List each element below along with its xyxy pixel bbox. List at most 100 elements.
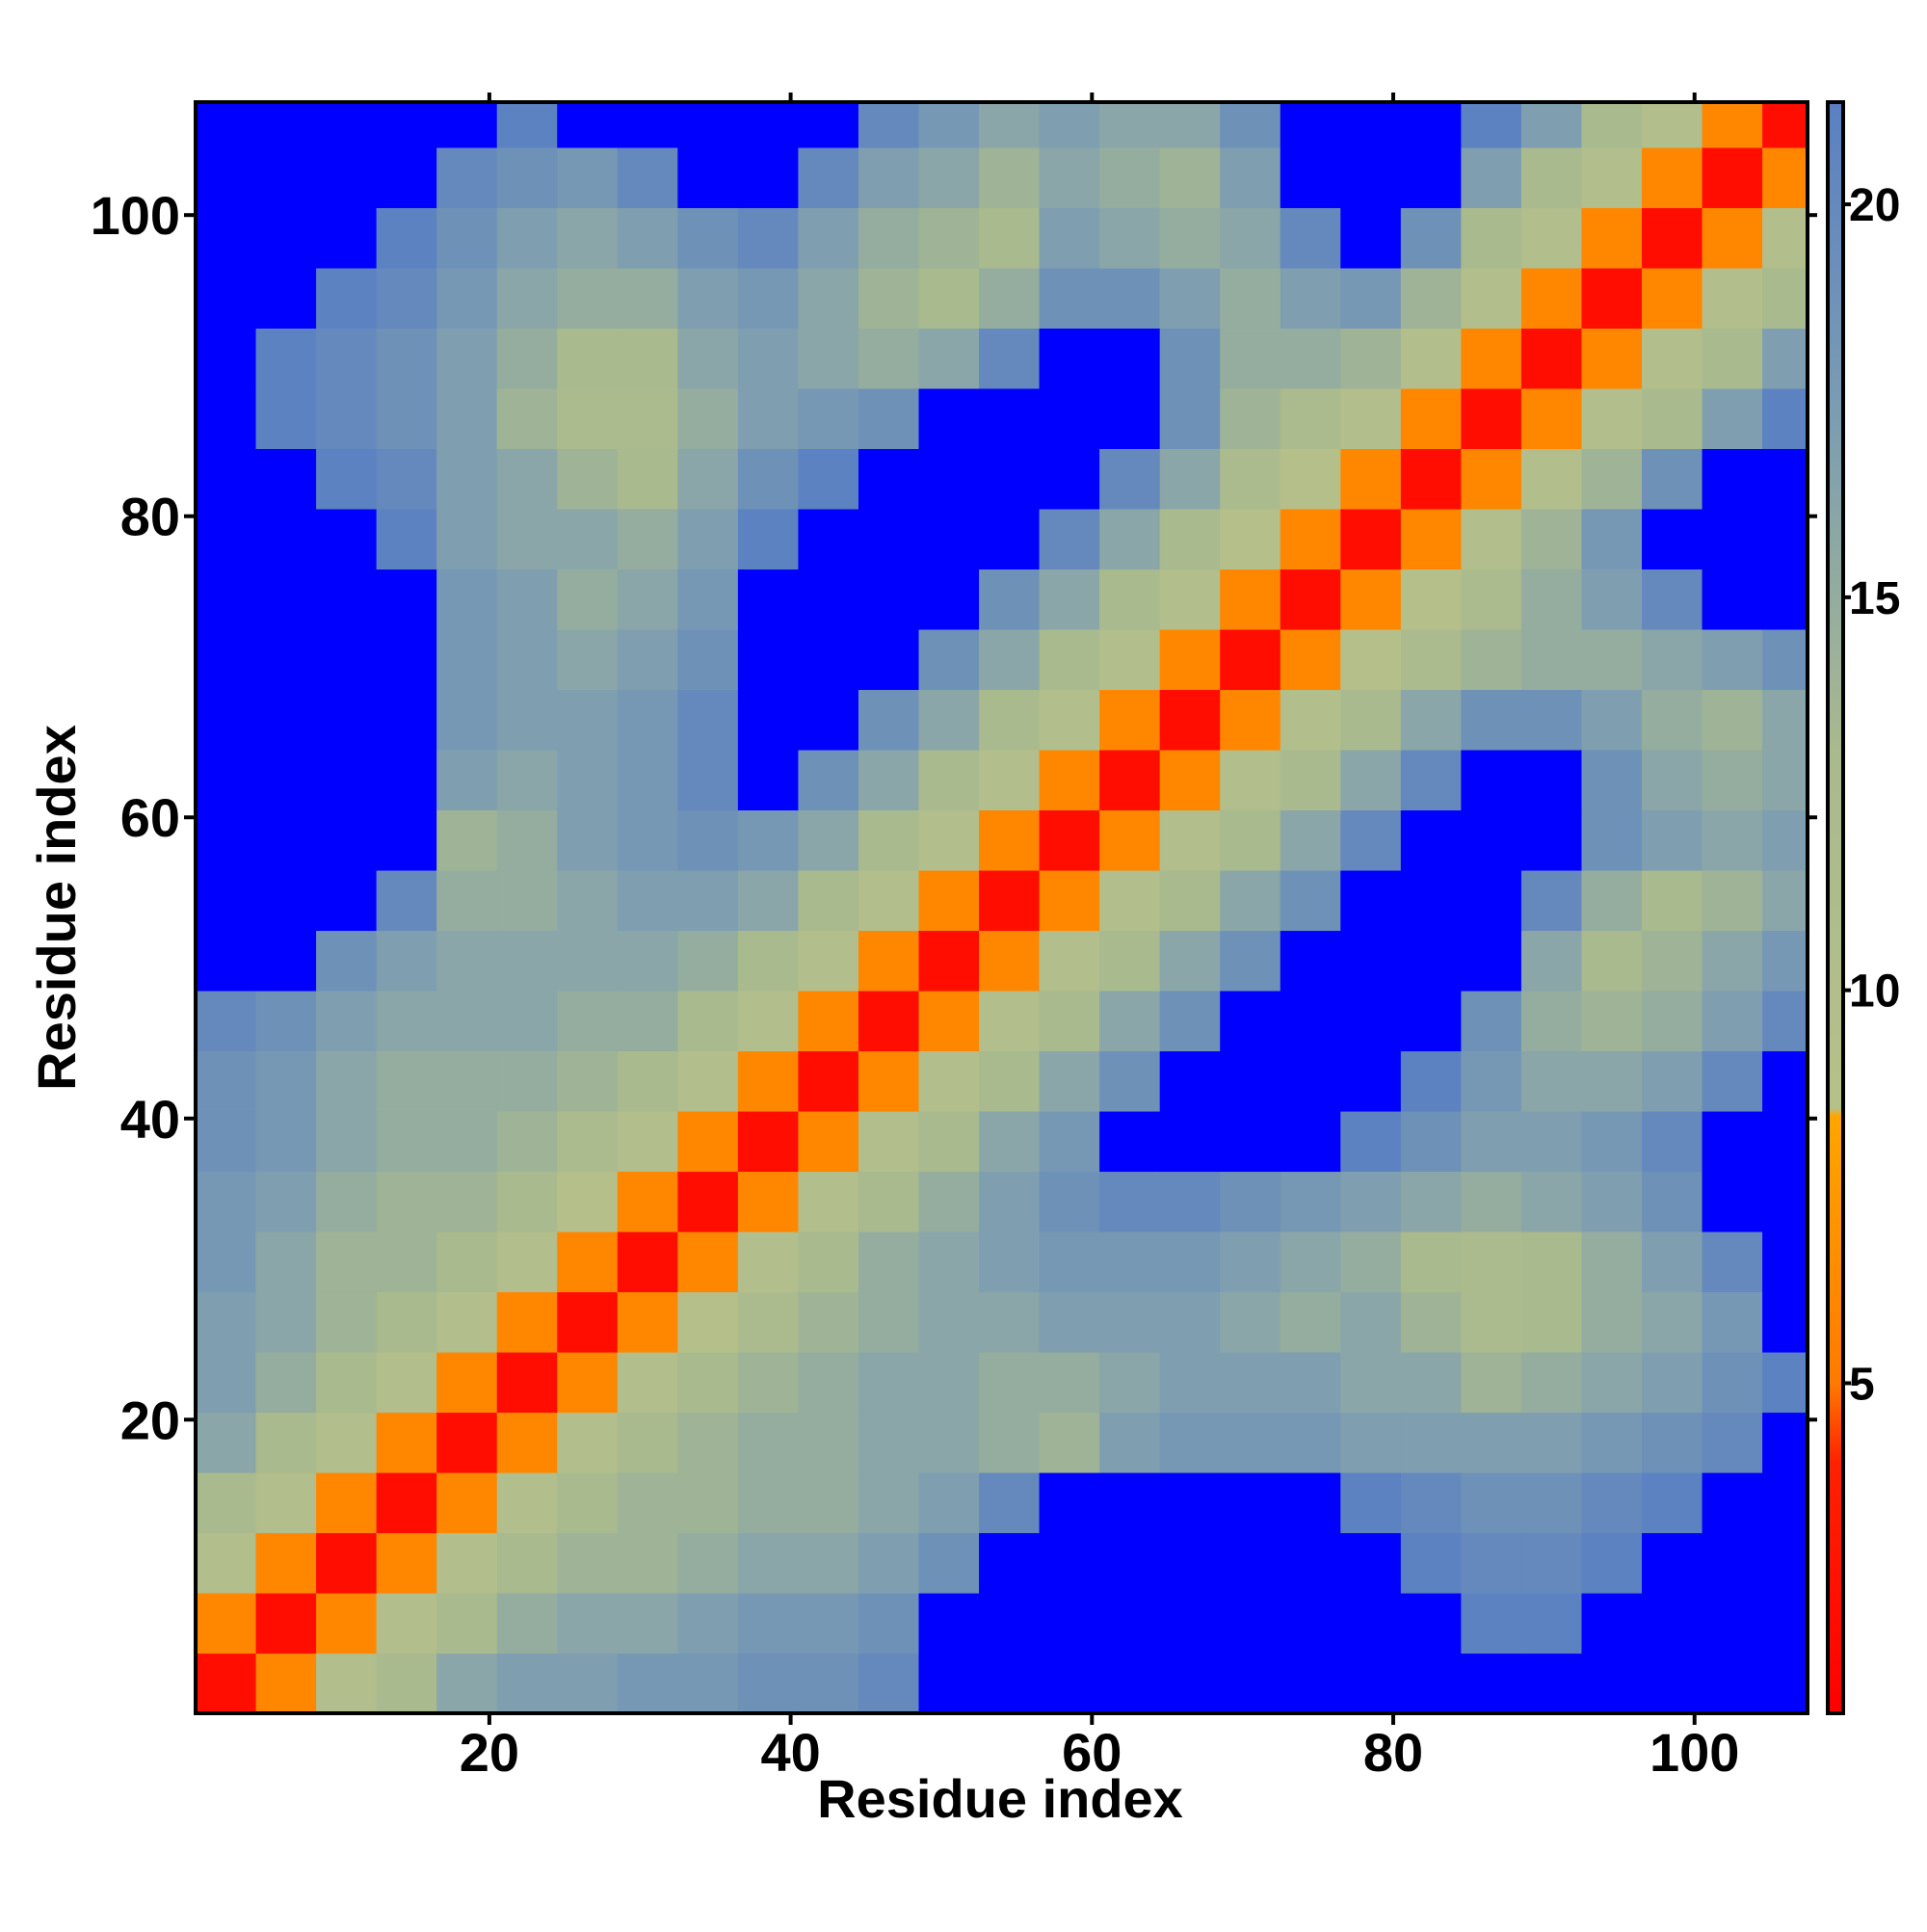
heatmap-cell	[979, 267, 1041, 329]
heatmap-cell	[316, 1653, 378, 1713]
heatmap-cell	[1461, 1050, 1522, 1112]
heatmap-cell	[677, 448, 739, 510]
heatmap-cell	[677, 328, 739, 389]
heatmap-cell	[979, 1110, 1041, 1173]
heatmap-cell	[316, 1231, 378, 1293]
heatmap-cell	[1099, 1412, 1161, 1473]
heatmap-cell	[316, 930, 378, 992]
heatmap-cell	[1039, 689, 1100, 751]
heatmap-cell	[1702, 102, 1763, 148]
heatmap-cell	[677, 1050, 739, 1112]
heatmap-cell	[858, 328, 920, 389]
heatmap-cell	[1581, 869, 1643, 932]
heatmap-cell	[1762, 1412, 1808, 1473]
heatmap-cell	[1220, 1110, 1281, 1173]
heatmap-cell	[557, 1050, 619, 1112]
heatmap-cell	[1762, 749, 1808, 811]
heatmap-cell	[1099, 1050, 1161, 1112]
heatmap-cell	[496, 1110, 558, 1173]
heatmap-cell	[436, 102, 498, 148]
heatmap-cell	[979, 1231, 1041, 1293]
heatmap-cell	[1340, 1351, 1402, 1414]
heatmap-cell	[376, 1471, 437, 1534]
heatmap-cell	[1280, 1291, 1341, 1353]
heatmap-cell	[496, 146, 558, 208]
heatmap-cell	[1099, 569, 1161, 630]
heatmap-cell	[1581, 328, 1643, 389]
heatmap-cell	[1520, 749, 1583, 811]
heatmap-cell	[979, 809, 1041, 871]
heatmap-cell	[1762, 1592, 1808, 1654]
heatmap-cell	[255, 749, 317, 811]
heatmap-cell	[255, 628, 317, 691]
heatmap-cell	[1340, 448, 1402, 510]
heatmap-cell	[557, 387, 619, 450]
heatmap-cell	[436, 267, 498, 329]
heatmap-cell	[798, 1592, 859, 1654]
heatmap-cell	[1461, 689, 1522, 751]
heatmap-cell	[436, 1532, 498, 1594]
heatmap-cell	[1581, 1532, 1643, 1594]
heatmap-cell	[1581, 1291, 1643, 1353]
heatmap-cell	[979, 990, 1041, 1052]
heatmap-cell	[979, 146, 1041, 208]
heatmap-cell	[1520, 1412, 1583, 1473]
heatmap-cell	[436, 448, 498, 510]
heatmap-cell	[1400, 1351, 1462, 1414]
heatmap-cell	[677, 869, 739, 932]
heatmap-cell	[376, 1110, 437, 1173]
heatmap-cell	[1220, 1171, 1281, 1232]
heatmap-cell	[1702, 569, 1763, 630]
heatmap-cell	[918, 102, 980, 148]
heatmap-cell	[255, 1110, 317, 1173]
heatmap-cell	[496, 1471, 558, 1534]
heatmap-cell	[1099, 207, 1161, 269]
heatmap-cell	[1280, 1532, 1341, 1594]
heatmap-cell	[677, 508, 739, 570]
heatmap-cell	[1762, 1351, 1808, 1414]
heatmap-cell	[1400, 146, 1462, 208]
heatmap-cell	[376, 869, 437, 932]
heatmap-cell	[1039, 146, 1100, 208]
heatmap-cell	[798, 1110, 859, 1173]
heatmap-cell	[858, 448, 920, 510]
heatmap-cell	[979, 1171, 1041, 1232]
heatmap-cell	[979, 1351, 1041, 1414]
heatmap-cell	[196, 1231, 257, 1293]
heatmap-cell	[798, 1653, 859, 1713]
heatmap-cell	[677, 1592, 739, 1654]
heatmap-cell	[557, 102, 619, 148]
heatmap-cell	[798, 1532, 859, 1594]
heatmap-cell	[1039, 1050, 1100, 1112]
heatmap-cell	[196, 749, 257, 811]
heatmap-cell	[1039, 387, 1100, 450]
heatmap-cell	[436, 387, 498, 450]
heatmap-cell	[196, 207, 257, 269]
heatmap-cell	[1159, 869, 1221, 932]
heatmap-cell	[1099, 930, 1161, 992]
heatmap-cell	[1039, 448, 1100, 510]
heatmap-cell	[496, 1532, 558, 1594]
heatmap-cell	[255, 869, 317, 932]
heatmap-cell	[1159, 990, 1221, 1052]
heatmap-cell	[316, 1471, 378, 1534]
heatmap-cell	[496, 1412, 558, 1473]
heatmap-cell	[1099, 628, 1161, 691]
heatmap-cell	[918, 1592, 980, 1654]
heatmap-cell	[1702, 1050, 1763, 1112]
heatmap-cell	[496, 990, 558, 1052]
heatmap-cell	[858, 1653, 920, 1713]
heatmap-cell	[1642, 689, 1703, 751]
heatmap-cell	[255, 387, 317, 450]
heatmap-cell	[677, 809, 739, 871]
heatmap-cell	[1159, 749, 1221, 811]
heatmap-cell	[1280, 1231, 1341, 1293]
heatmap-cell	[918, 508, 980, 570]
heatmap-cell	[557, 990, 619, 1052]
heatmap-cell	[677, 1291, 739, 1353]
heatmap-cell	[1762, 1231, 1808, 1293]
heatmap-cell	[737, 1592, 800, 1654]
heatmap	[196, 102, 1808, 1713]
heatmap-cell	[496, 102, 558, 148]
heatmap-cell	[617, 1171, 678, 1232]
